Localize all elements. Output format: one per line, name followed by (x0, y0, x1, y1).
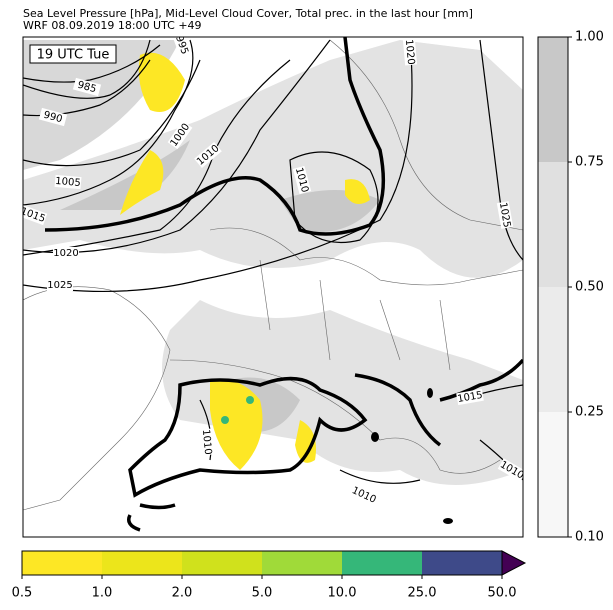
contour-label-bg (38, 107, 68, 127)
colorbar-segment (538, 37, 568, 162)
contour-label-bg (23, 204, 48, 226)
contour-label: 1025 (47, 280, 72, 291)
colorbar-tick-label: 1.00 (575, 30, 604, 45)
colorbar-segment (102, 551, 182, 575)
colorbar-tick-label: 0.10 (575, 530, 604, 545)
map-area: 9959859901000101010051015102010251020101… (23, 37, 523, 537)
contour-label: 1015 (457, 390, 484, 405)
colorbar-segment (538, 412, 568, 537)
colorbar-tick-label: 0.25 (575, 405, 604, 420)
colorbar-tick-label: 0.5 (12, 586, 33, 601)
contour-label-bg (53, 247, 79, 259)
colorbar-tick-label: 25.0 (408, 586, 437, 601)
contour-label-bg (54, 174, 82, 190)
colorbar-tick-label: 0.75 (575, 155, 604, 170)
contour-label: 985 (76, 80, 97, 96)
contour-label: 1010 (200, 429, 213, 455)
colorbar-tick-label: 1.0 (92, 586, 113, 601)
contour-label-bg (171, 37, 193, 60)
colorbar-segment (422, 551, 502, 575)
title-line: Sea Level Pressure [hPa], Mid-Level Clou… (23, 7, 473, 20)
contour-label-bg (292, 165, 312, 195)
contour-label-bg (167, 120, 193, 150)
colorbar-tick-label: 50.0 (488, 586, 517, 601)
colorbar-tick-label: 2.0 (172, 586, 193, 601)
contour-label-bg (349, 484, 379, 506)
colorbar-segment (182, 551, 262, 575)
contour-label-bg (194, 142, 222, 168)
contour-label: 1020 (403, 39, 416, 65)
contour-label: 1005 (55, 176, 81, 189)
colorbar-segment (538, 162, 568, 287)
contour-label-bg (456, 388, 484, 406)
colorbar-segment (262, 551, 342, 575)
colorbar-segment (538, 287, 568, 412)
contour-label: 1025 (497, 202, 512, 229)
colorbar-segment (342, 551, 422, 575)
contour-label-bg (496, 201, 514, 229)
contour-label-bg (72, 77, 102, 97)
contour-label: 990 (42, 110, 63, 126)
colorbar-tick-label: 0.50 (575, 280, 604, 295)
colorbar-tick-label: 10.0 (328, 586, 357, 601)
contour-label-bg (497, 458, 523, 482)
contour-label-bg (199, 428, 215, 456)
contour-label-bg (402, 38, 418, 66)
time-label: 19 UTC Tue (37, 48, 110, 63)
colorbar-segment (22, 551, 102, 575)
colorbar-extend-arrow (501, 550, 527, 576)
subtitle-line: WRF 08.09.2019 18:00 UTC +49 (23, 19, 202, 32)
contour-label: 1020 (53, 248, 78, 259)
colorbar-tick-label: 5.0 (252, 586, 273, 601)
contour-label-bg (47, 279, 73, 291)
